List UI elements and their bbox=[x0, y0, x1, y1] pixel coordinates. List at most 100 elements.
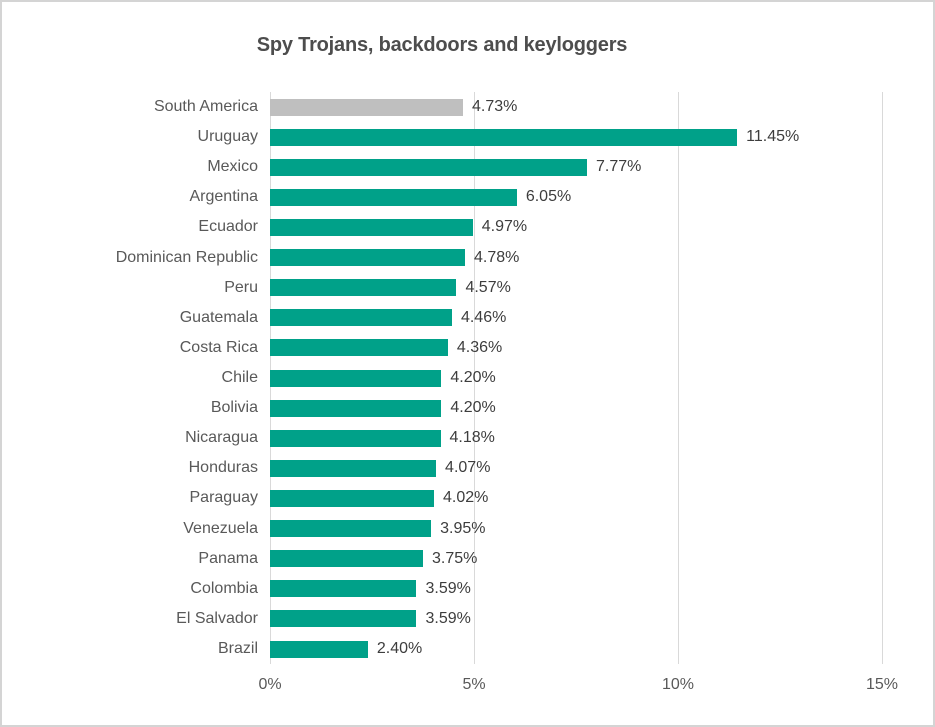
category-label: Venezuela bbox=[183, 519, 258, 537]
category-label: Costa Rica bbox=[179, 338, 258, 356]
value-label: 3.95% bbox=[440, 519, 486, 537]
value-label: 7.77% bbox=[596, 158, 642, 176]
bar bbox=[270, 399, 442, 417]
bar-row: Guatemala 4.46% bbox=[2, 303, 882, 333]
category-label: Chile bbox=[221, 369, 258, 387]
category-label: Bolivia bbox=[210, 399, 258, 417]
gridline bbox=[882, 92, 883, 664]
category-label: Colombia bbox=[190, 579, 258, 597]
bar-area: 4.20% bbox=[270, 363, 882, 393]
category-label: Dominican Republic bbox=[115, 248, 258, 266]
x-tick-label: 0% bbox=[258, 676, 282, 693]
bar bbox=[270, 128, 738, 146]
bar bbox=[270, 610, 417, 628]
bar-area: 4.20% bbox=[270, 393, 882, 423]
bar-area: 2.40% bbox=[270, 634, 882, 664]
bar-row: Colombia 3.59% bbox=[2, 574, 882, 604]
bar-rows: South America 4.73% Uruguay 11.45% Mexico 7.7… bbox=[2, 92, 882, 664]
category-label: Ecuador bbox=[198, 218, 258, 236]
bar bbox=[270, 188, 517, 206]
x-tick-label: 15% bbox=[865, 676, 899, 693]
bar-row: Brazil 2.40% bbox=[2, 634, 882, 664]
bar bbox=[270, 279, 457, 297]
bar bbox=[270, 369, 442, 387]
bar-area: 3.59% bbox=[270, 574, 882, 604]
value-label: 4.20% bbox=[450, 369, 496, 387]
value-label: 4.18% bbox=[449, 429, 495, 447]
bar-area: 4.97% bbox=[270, 212, 882, 242]
bar bbox=[270, 489, 435, 507]
bar-row: Argentina 6.05% bbox=[2, 182, 882, 212]
x-tick-label: 5% bbox=[462, 676, 486, 693]
bar-row: South America 4.73% bbox=[2, 92, 882, 122]
category-label: Panama bbox=[198, 549, 258, 567]
bar-area: 4.78% bbox=[270, 243, 882, 273]
value-label: 4.36% bbox=[456, 338, 503, 356]
bar bbox=[270, 309, 452, 327]
value-label: 11.45% bbox=[746, 128, 800, 146]
chart-title: Spy Trojans, backdoors and keyloggers bbox=[256, 34, 628, 56]
bar-area: 3.95% bbox=[270, 514, 882, 544]
bar bbox=[270, 640, 368, 658]
category-label: Guatemala bbox=[179, 308, 258, 326]
value-label: 4.78% bbox=[474, 248, 520, 266]
category-label: Uruguay bbox=[197, 128, 258, 146]
category-label: Brazil bbox=[217, 640, 258, 658]
bar-row: Uruguay 11.45% bbox=[2, 122, 882, 152]
category-label: Paraguay bbox=[189, 489, 259, 507]
value-label: 4.73% bbox=[471, 98, 518, 116]
category-label: Peru bbox=[224, 278, 258, 296]
x-axis: 0% 5% 10% 15% bbox=[258, 676, 898, 700]
bar-area: 3.59% bbox=[270, 604, 882, 634]
bar bbox=[270, 249, 466, 267]
category-label: Nicaragua bbox=[185, 429, 258, 447]
value-label: 4.97% bbox=[481, 218, 528, 236]
bar-area: 6.05% bbox=[270, 182, 882, 212]
bar bbox=[270, 98, 463, 116]
value-label: 4.57% bbox=[465, 278, 511, 296]
bar-area: 4.02% bbox=[270, 483, 882, 513]
bar bbox=[270, 520, 432, 538]
value-label: 4.02% bbox=[443, 489, 489, 507]
bar-row: Chile 4.20% bbox=[2, 363, 882, 393]
bar bbox=[270, 459, 437, 477]
bar-row: Bolivia 4.20% bbox=[2, 393, 882, 423]
bar-row: Costa Rica 4.36% bbox=[2, 333, 882, 363]
value-label: 4.07% bbox=[445, 459, 491, 477]
bar-row: El Salvador 3.59% bbox=[2, 604, 882, 634]
bar-area: 4.07% bbox=[270, 453, 882, 483]
bar bbox=[270, 429, 441, 447]
bar-area: 4.36% bbox=[270, 333, 882, 363]
bar-area: 7.77% bbox=[270, 152, 882, 182]
bar-row: Panama 3.75% bbox=[2, 544, 882, 574]
value-label: 4.20% bbox=[450, 399, 496, 417]
category-label: South America bbox=[153, 98, 258, 116]
value-label: 4.46% bbox=[460, 308, 507, 326]
value-label: 3.59% bbox=[425, 579, 471, 597]
bar-row: Peru 4.57% bbox=[2, 273, 882, 303]
bar bbox=[270, 580, 417, 598]
bar-row: Honduras 4.07% bbox=[2, 453, 882, 483]
gridline bbox=[678, 92, 679, 664]
bar-area: 4.73% bbox=[270, 92, 882, 122]
bar-area: 4.18% bbox=[270, 423, 882, 453]
bar-area: 4.46% bbox=[270, 303, 882, 333]
bar bbox=[270, 218, 473, 236]
bar-row: Ecuador 4.97% bbox=[2, 212, 882, 242]
bar-area: 3.75% bbox=[270, 544, 882, 574]
gridline bbox=[474, 92, 475, 664]
category-label: Mexico bbox=[207, 158, 258, 176]
value-label: 6.05% bbox=[525, 188, 572, 206]
category-label: El Salvador bbox=[176, 609, 258, 627]
bar-row: Nicaragua 4.18% bbox=[2, 423, 882, 453]
bar bbox=[270, 158, 588, 176]
bar bbox=[270, 339, 448, 357]
bar-area: 11.45% bbox=[270, 122, 882, 152]
bar-row: Paraguay 4.02% bbox=[2, 483, 882, 513]
category-label: Argentina bbox=[189, 188, 259, 206]
bar-row: Venezuela 3.95% bbox=[2, 514, 882, 544]
value-label: 3.75% bbox=[432, 549, 478, 567]
bar-area: 4.57% bbox=[270, 273, 882, 303]
bar-row: Dominican Republic 4.78% bbox=[2, 243, 882, 273]
